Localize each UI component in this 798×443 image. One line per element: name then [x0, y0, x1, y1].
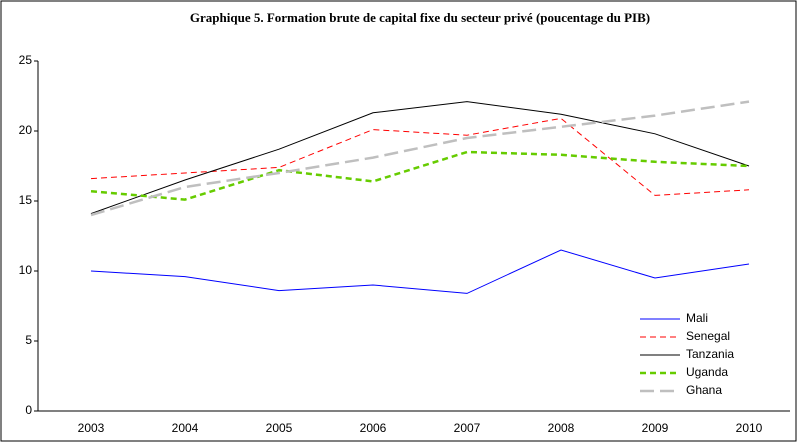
x-tick-label: 2010 [736, 421, 763, 435]
x-tick-label: 2008 [548, 421, 575, 435]
x-tick-label: 2004 [172, 421, 199, 435]
legend-label: Ghana [686, 383, 722, 397]
y-tick-label: 5 [25, 333, 32, 347]
y-tick-label: 25 [19, 53, 33, 67]
series-line [90, 117, 750, 196]
series-line [90, 100, 750, 217]
series-line [90, 249, 750, 294]
legend-label: Tanzania [686, 347, 734, 361]
y-tick-label: 20 [19, 123, 33, 137]
chart-title: Graphique 5. Formation brute de capital … [190, 10, 650, 25]
legend-label: Mali [686, 311, 708, 325]
legend-label: Senegal [686, 329, 730, 343]
x-tick-label: 2006 [360, 421, 387, 435]
series-line [90, 101, 750, 215]
legend-label: Uganda [686, 365, 728, 379]
y-tick-label: 0 [25, 403, 32, 417]
y-tick-label: 10 [19, 263, 33, 277]
x-tick-label: 2009 [642, 421, 669, 435]
x-tick-label: 2003 [78, 421, 105, 435]
x-tick-label: 2007 [454, 421, 481, 435]
y-tick-label: 15 [19, 193, 33, 207]
x-tick-label: 2005 [266, 421, 293, 435]
series-line [90, 150, 750, 201]
